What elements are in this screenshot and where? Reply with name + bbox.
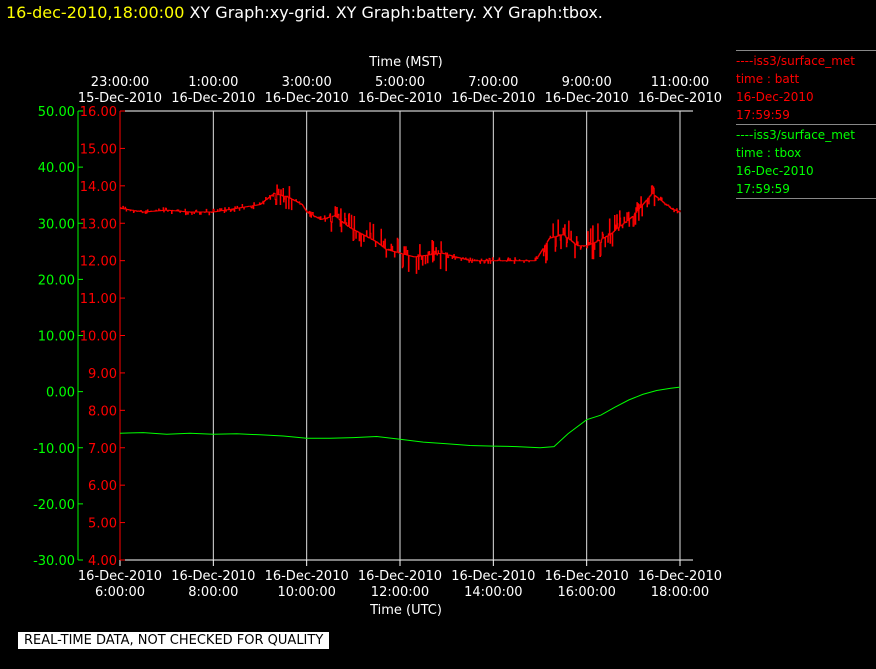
- top-tick-label-time: 23:00:00: [91, 75, 149, 90]
- top-tick-label-date: 16-Dec-2010: [265, 91, 349, 106]
- batt-axis-tick-label: 10.00: [80, 330, 117, 345]
- x-tick-label-time: 16:00:00: [557, 585, 615, 600]
- top-tick-label-date: 16-Dec-2010: [358, 91, 442, 106]
- x-tick-label-time: 8:00:00: [188, 585, 238, 600]
- top-tick-label-time: 3:00:00: [282, 75, 332, 90]
- top-axis-title: Time (MST): [368, 55, 443, 70]
- batt-axis-tick-label: 6.00: [88, 479, 117, 494]
- top-tick-label-date: 16-Dec-2010: [171, 91, 255, 106]
- top-tick-label-date: 16-Dec-2010: [545, 91, 629, 106]
- series-batt-line: [120, 184, 681, 274]
- tbox-axis-tick-label: 30.00: [38, 217, 75, 232]
- x-tick-label-time: 12:00:00: [371, 585, 429, 600]
- top-tick-label-time: 7:00:00: [468, 75, 518, 90]
- batt-axis-tick-label: 13.00: [80, 217, 117, 232]
- top-tick-label-time: 9:00:00: [562, 75, 612, 90]
- batt-axis-tick-label: 11.00: [80, 292, 117, 307]
- batt-axis-tick-label: 4.00: [88, 554, 117, 569]
- x-tick-label-time: 6:00:00: [95, 585, 145, 600]
- top-tick-label-time: 1:00:00: [188, 75, 238, 90]
- top-tick-label-time: 11:00:00: [651, 75, 709, 90]
- x-tick-label-time: 10:00:00: [277, 585, 335, 600]
- legend-station: iss3/surface_met: [753, 128, 855, 142]
- quality-note: REAL-TIME DATA, NOT CHECKED FOR QUALITY: [18, 632, 330, 649]
- batt-axis-tick-label: 15.00: [80, 142, 117, 157]
- x-tick-label-date: 16-Dec-2010: [545, 569, 629, 584]
- batt-axis-tick-label: 12.00: [80, 255, 117, 270]
- batt-axis-tick-label: 7.00: [88, 442, 117, 457]
- tbox-axis-tick-label: 20.00: [38, 273, 75, 288]
- batt-axis-tick-label: 5.00: [88, 517, 117, 532]
- legend-time: 17:59:59: [736, 182, 790, 196]
- batt-axis-tick-label: 14.00: [80, 180, 117, 195]
- legend-entry-batt: ----iss3/surface_met time : batt 16-Dec-…: [736, 50, 876, 124]
- x-tick-label-date: 16-Dec-2010: [638, 569, 722, 584]
- page-header: 16-dec-2010,18:00:00 XY Graph:xy-grid. X…: [6, 3, 603, 22]
- legend-variable: time : tbox: [736, 146, 802, 160]
- x-tick-label-date: 16-Dec-2010: [265, 569, 349, 584]
- x-tick-label-date: 16-Dec-2010: [78, 569, 162, 584]
- legend: ----iss3/surface_met time : batt 16-Dec-…: [736, 50, 876, 200]
- tbox-axis-tick-label: 10.00: [38, 330, 75, 345]
- timestamp: 16-dec-2010,18:00:00: [6, 3, 185, 22]
- x-tick-label-time: 18:00:00: [651, 585, 709, 600]
- tbox-axis-tick-label: -30.00: [33, 554, 75, 569]
- x-tick-label-date: 16-Dec-2010: [171, 569, 255, 584]
- top-tick-label-date: 16-Dec-2010: [451, 91, 535, 106]
- top-tick-label-time: 5:00:00: [375, 75, 425, 90]
- legend-variable: time : batt: [736, 72, 800, 86]
- x-tick-label-time: 14:00:00: [464, 585, 522, 600]
- tbox-axis-tick-label: 40.00: [38, 161, 75, 176]
- legend-station: iss3/surface_met: [753, 54, 855, 68]
- bottom-axis-title: Time (UTC): [369, 603, 442, 618]
- series-tbox-line: [119, 386, 681, 449]
- batt-axis-tick-label: 16.00: [80, 105, 117, 120]
- top-tick-label-date: 15-Dec-2010: [78, 91, 162, 106]
- batt-axis-tick-label: 9.00: [88, 367, 117, 382]
- tbox-axis-tick-label: 0.00: [46, 386, 75, 401]
- legend-time: 17:59:59: [736, 108, 790, 122]
- legend-entry-tbox: ----iss3/surface_met time : tbox 16-Dec-…: [736, 124, 876, 198]
- legend-date: 16-Dec-2010: [736, 164, 814, 178]
- graph-title-grid: XY Graph:xy-grid.: [189, 3, 331, 22]
- graph-title-tbox: XY Graph:tbox.: [482, 3, 603, 22]
- x-tick-label-date: 16-Dec-2010: [451, 569, 535, 584]
- tbox-axis-tick-label: -20.00: [33, 498, 75, 513]
- tbox-axis-tick-label: -10.00: [33, 442, 75, 457]
- top-tick-label-date: 16-Dec-2010: [638, 91, 722, 106]
- batt-axis-tick-label: 8.00: [88, 404, 117, 419]
- graph-title-battery: XY Graph:battery.: [335, 3, 478, 22]
- x-tick-label-date: 16-Dec-2010: [358, 569, 442, 584]
- tbox-axis-tick-label: 50.00: [38, 105, 75, 120]
- legend-date: 16-Dec-2010: [736, 90, 814, 104]
